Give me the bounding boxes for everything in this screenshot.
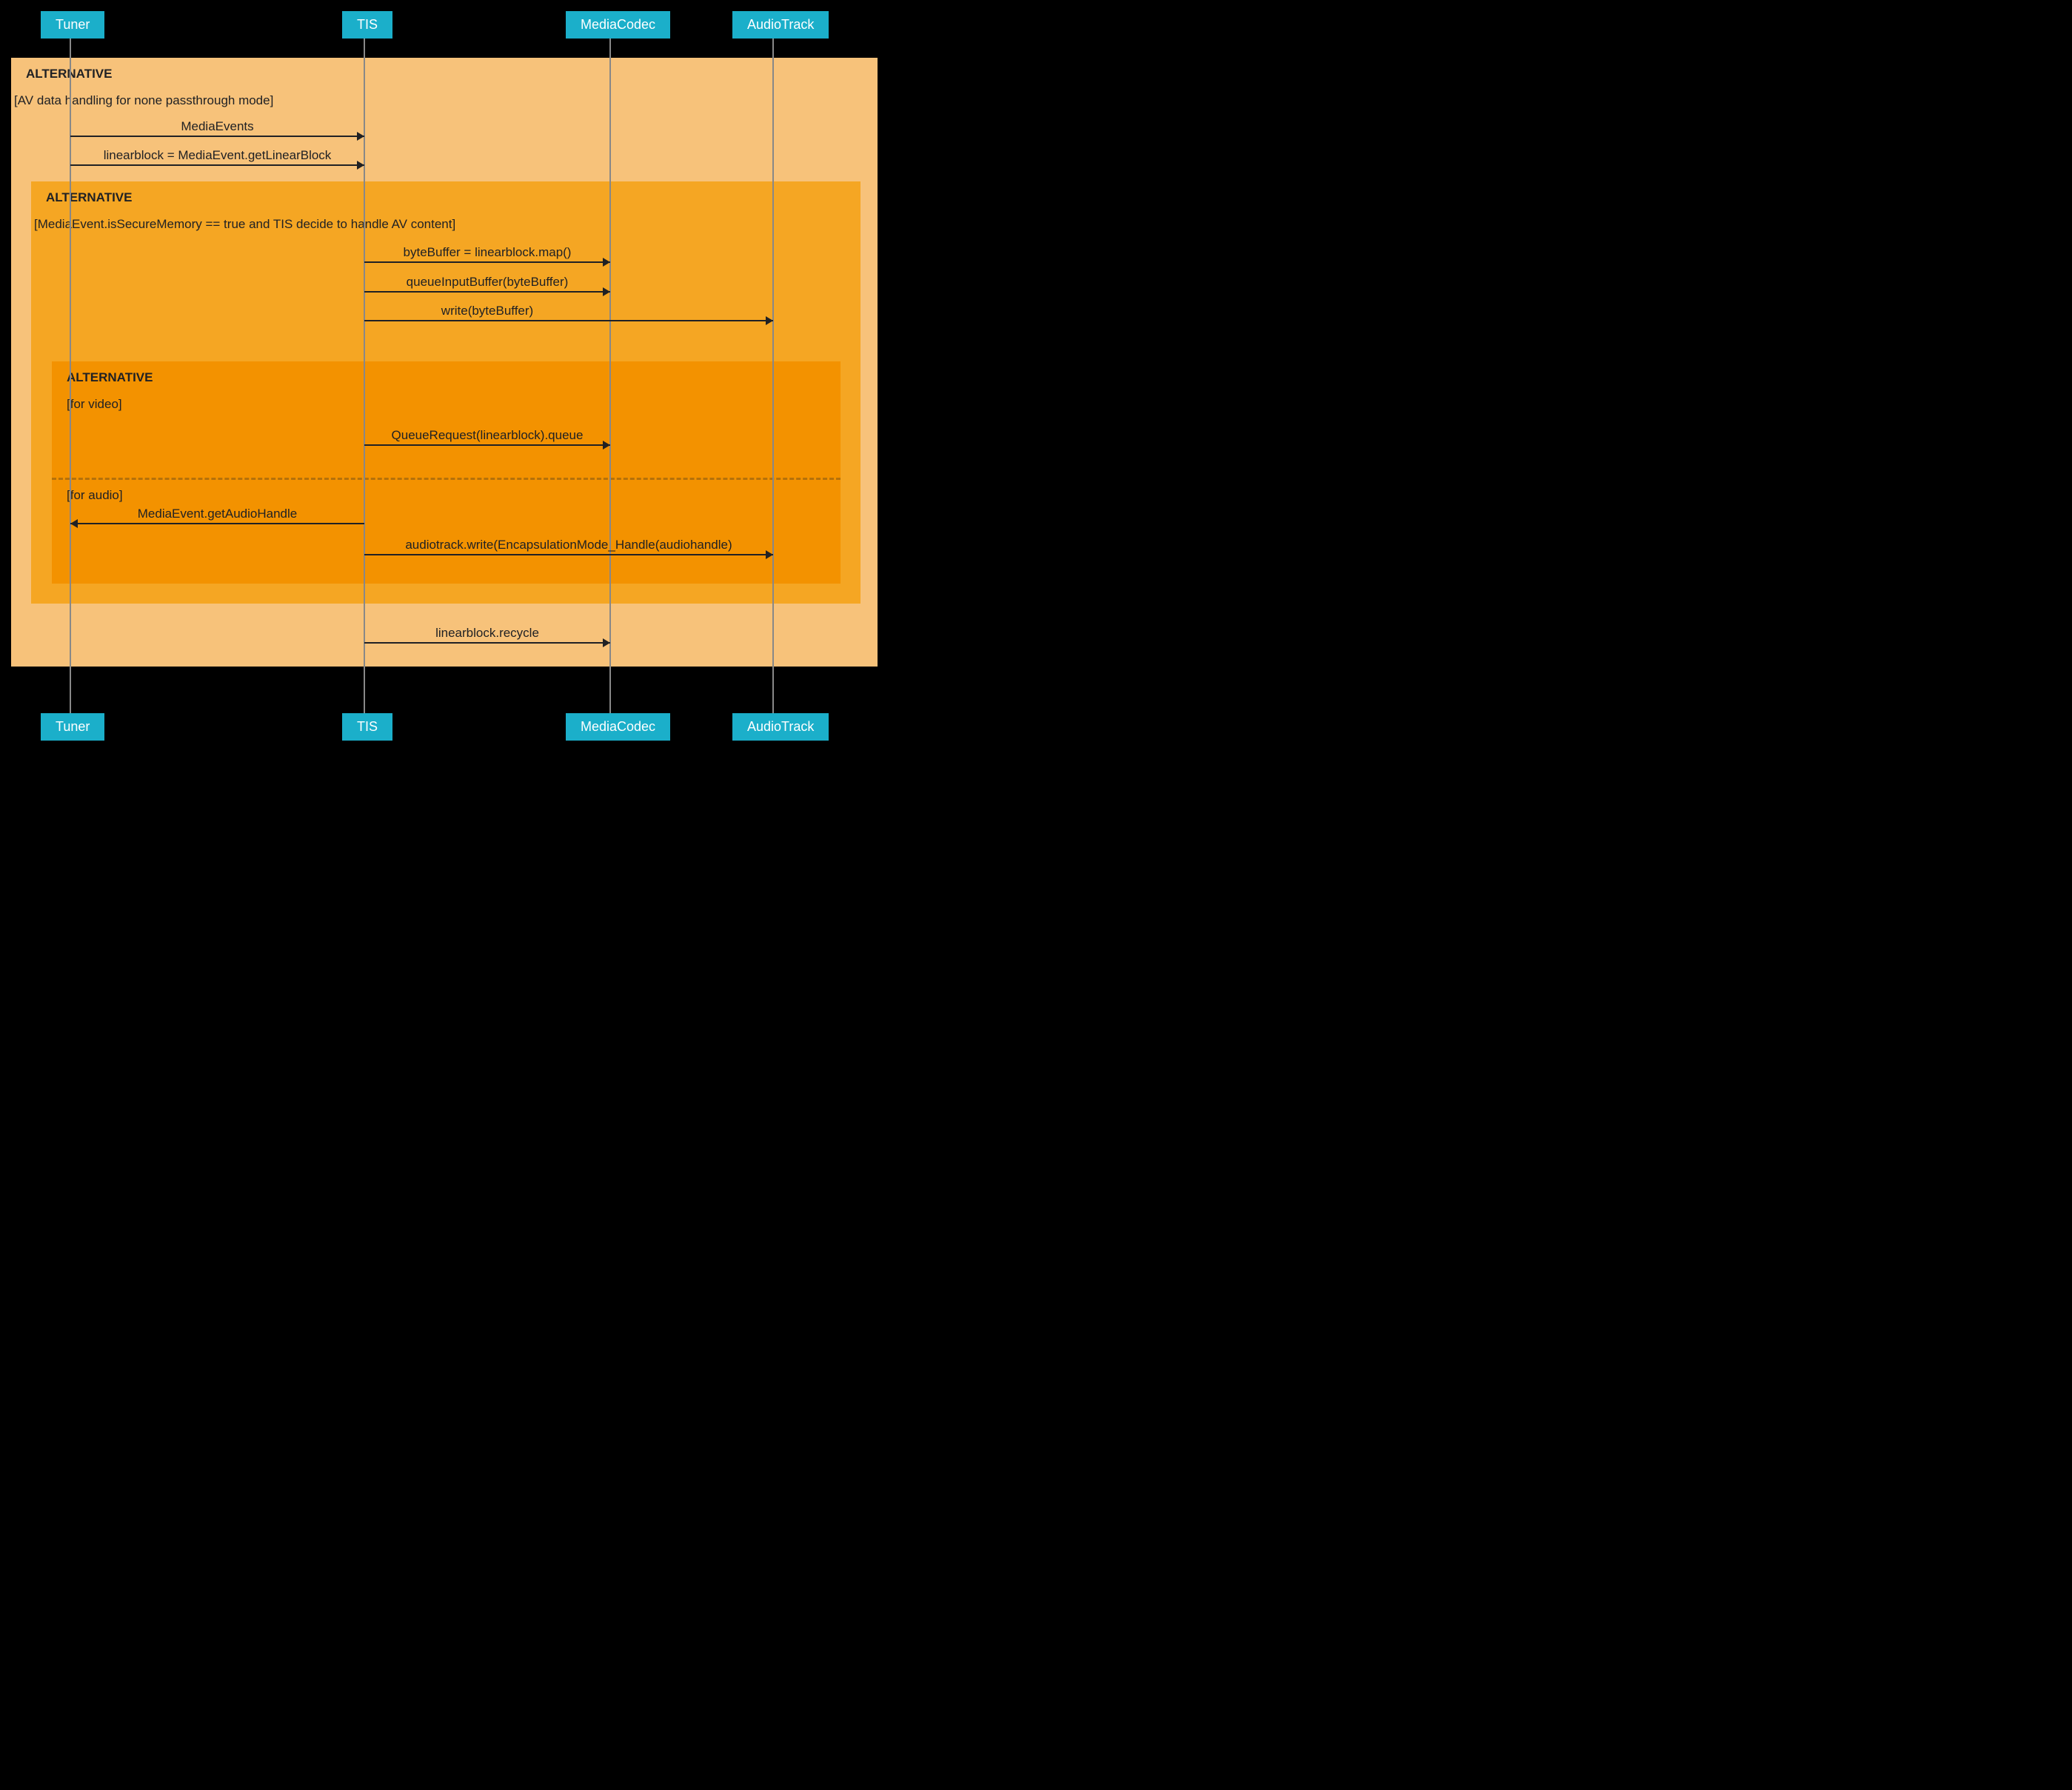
message-label: write(byteBuffer)	[364, 304, 610, 318]
message-label: MediaEvent.getAudioHandle	[70, 507, 364, 521]
alt-divider	[52, 478, 841, 480]
arrow-head-right-icon	[766, 316, 773, 325]
participant-mediacodec-bottom: MediaCodec	[566, 713, 670, 741]
participant-tuner-bottom: Tuner	[41, 713, 104, 741]
lifeline-audiotrack	[772, 38, 774, 713]
message-label: byteBuffer = linearblock.map()	[364, 245, 610, 260]
alt-condition-bottom: [for audio]	[67, 488, 123, 503]
lifeline-tuner	[70, 38, 71, 713]
message-arrow	[364, 554, 773, 555]
participant-mediacodec-top: MediaCodec	[566, 11, 670, 39]
message-arrow	[70, 523, 364, 524]
message-label: linearblock = MediaEvent.getLinearBlock	[70, 148, 364, 163]
message-label: queueInputBuffer(byteBuffer)	[364, 275, 610, 290]
participant-audiotrack-bottom: AudioTrack	[732, 713, 829, 741]
alt-label: ALTERNATIVE	[67, 370, 153, 385]
alt-label: ALTERNATIVE	[46, 190, 132, 205]
alt-condition: [MediaEvent.isSecureMemory == true and T…	[34, 217, 455, 232]
alt-condition-top: [for video]	[67, 397, 122, 412]
sequence-diagram: ALTERNATIVE [AV data handling for none pa…	[0, 0, 889, 768]
message-label: audiotrack.write(EncapsulationMode_Handl…	[364, 538, 773, 552]
message-arrow	[70, 164, 364, 166]
message-arrow	[364, 444, 610, 446]
participant-audiotrack-top: AudioTrack	[732, 11, 829, 39]
participant-tis-top: TIS	[342, 11, 392, 39]
message-arrow	[364, 320, 773, 321]
message-label: MediaEvents	[70, 119, 364, 134]
alt-condition: [AV data handling for none passthrough m…	[14, 93, 273, 108]
message-label: QueueRequest(linearblock).queue	[364, 428, 610, 443]
participant-tis-bottom: TIS	[342, 713, 392, 741]
message-label: linearblock.recycle	[364, 626, 610, 641]
message-arrow	[364, 291, 610, 293]
participant-tuner-top: Tuner	[41, 11, 104, 39]
lifeline-mediacodec	[609, 38, 611, 713]
message-arrow	[364, 261, 610, 263]
message-arrow	[364, 642, 610, 644]
message-arrow	[70, 136, 364, 137]
